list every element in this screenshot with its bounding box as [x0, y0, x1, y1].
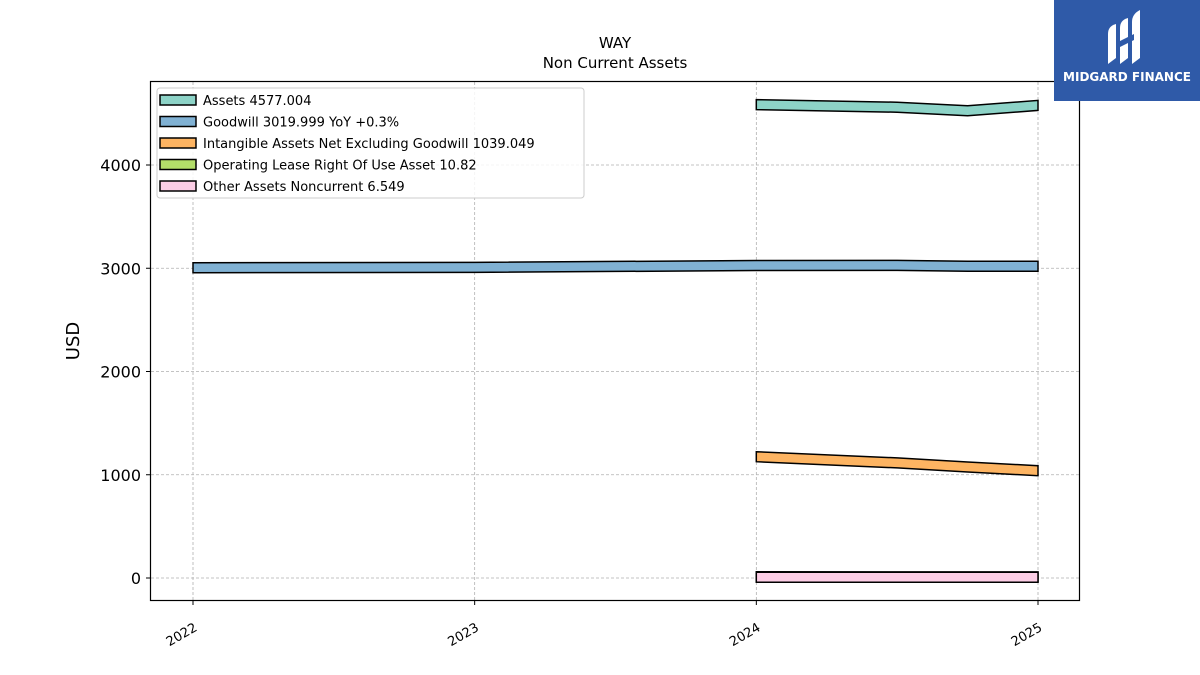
x-tick-label: 2023	[446, 620, 482, 650]
legend-swatch	[159, 115, 197, 128]
plot-frame	[149, 80, 1081, 602]
legend-entry: Goodwill 3019.999 YoY +0.3%	[203, 116, 399, 131]
legend-entry: Intangible Assets Net Excluding Goodwill…	[203, 137, 535, 152]
x-axis: 2022 2023 2024 2025	[164, 600, 1045, 650]
series-band-intangible-assets-net-excluding-goodwill	[755, 450, 1039, 477]
legend-swatch	[159, 137, 197, 149]
logo-mark-icon	[1108, 10, 1140, 64]
y-tick-label: 4000	[100, 156, 141, 175]
legend-entry: Operating Lease Right Of Use Asset 10.82	[203, 159, 477, 174]
series-layer	[192, 98, 1039, 584]
logo-text: MIDGARD FINANCE	[1063, 70, 1191, 84]
legend-entry: Other Assets Noncurrent 6.549	[203, 180, 405, 195]
legend-swatch	[159, 94, 197, 106]
y-tick-label: 3000	[100, 259, 141, 278]
legend-swatch	[159, 180, 197, 192]
chart-title: WAY	[599, 34, 632, 52]
x-tick-label: 2024	[727, 620, 763, 650]
legend: Assets 4577.004 Goodwill 3019.999 YoY +0.…	[156, 87, 585, 199]
series-band-other-assets-noncurrent	[755, 571, 1039, 584]
x-tick-label: 2022	[164, 620, 200, 650]
x-tick-label: 2025	[1009, 620, 1045, 650]
legend-box	[156, 87, 585, 199]
y-axis: 0 1000 2000 3000 4000	[100, 156, 151, 588]
chart-subtitle: Non Current Assets	[543, 54, 688, 72]
y-tick-label: 2000	[100, 363, 141, 382]
y-tick-label: 1000	[100, 466, 141, 485]
series-band-assets	[755, 98, 1039, 117]
y-tick-label: 0	[131, 569, 141, 588]
legend-entry: Assets 4577.004	[203, 94, 311, 109]
series-band-goodwill	[192, 259, 1039, 274]
brand-logo: MIDGARD FINANCE	[1054, 0, 1200, 101]
y-axis-label: USD	[63, 322, 84, 360]
legend-swatch	[159, 158, 197, 171]
